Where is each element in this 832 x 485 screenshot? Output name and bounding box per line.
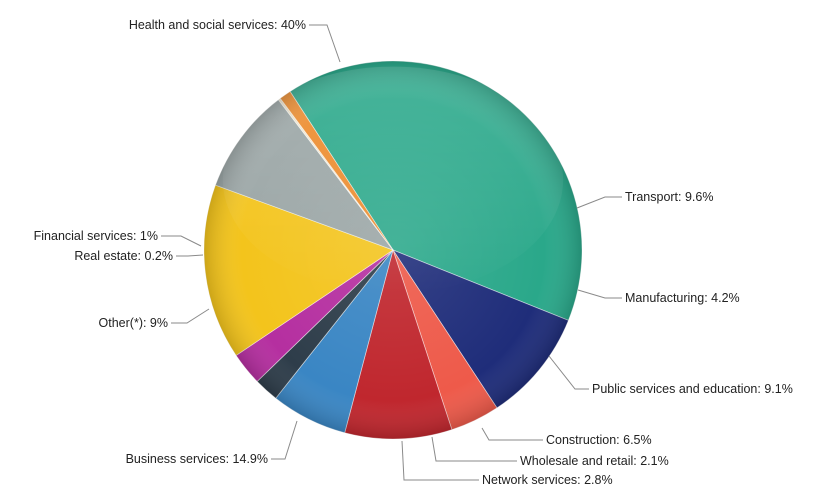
slice-label-health-and-social-services: Health and social services: 40% (129, 18, 306, 32)
leader-line-other (171, 309, 209, 323)
leader-line-wholesale-and-retail (432, 437, 517, 461)
leader-line-manufacturing (578, 290, 622, 298)
leader-line-real-estate (176, 255, 203, 256)
slice-label-business-services: Business services: 14.9% (126, 452, 268, 466)
slice-label-transport: Transport: 9.6% (625, 190, 713, 204)
leader-line-construction (482, 428, 543, 440)
slice-label-real-estate: Real estate: 0.2% (74, 249, 173, 263)
slice-label-construction: Construction: 6.5% (546, 433, 652, 447)
slice-label-network-services: Network services: 2.8% (482, 473, 613, 485)
pie-slices (204, 61, 582, 439)
leader-line-public-services-and-education (549, 356, 589, 389)
leader-line-health-and-social-services (309, 25, 340, 62)
leader-line-financial-services (161, 236, 201, 246)
slice-label-financial-services: Financial services: 1% (34, 229, 158, 243)
slice-label-other: Other(*): 9% (99, 316, 168, 330)
slice-label-manufacturing: Manufacturing: 4.2% (625, 291, 740, 305)
leader-line-business-services (271, 421, 297, 459)
slice-label-wholesale-and-retail: Wholesale and retail: 2.1% (520, 454, 669, 468)
leader-line-transport (577, 197, 622, 208)
slice-label-public-services-and-education: Public services and education: 9.1% (592, 382, 793, 396)
